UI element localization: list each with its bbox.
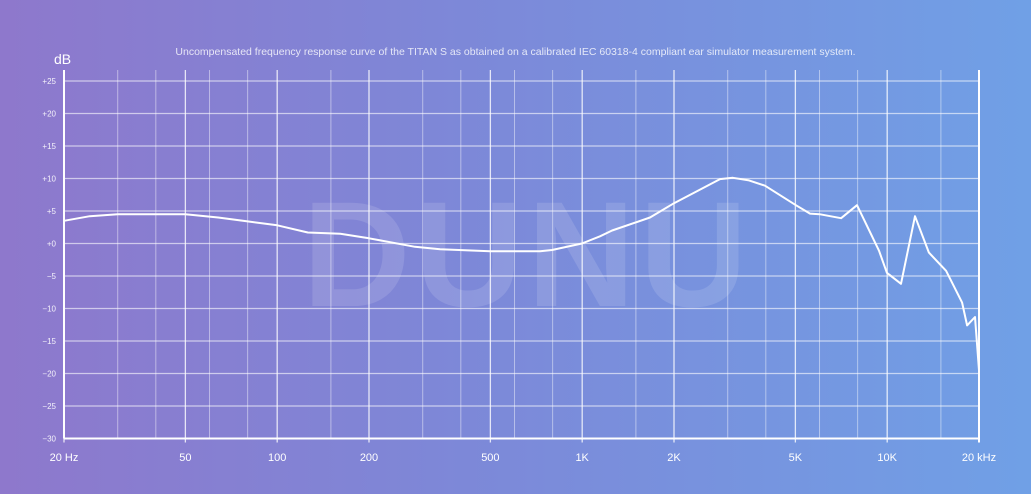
x-tick-label: 50: [179, 452, 191, 464]
y-tick-label: +20: [42, 110, 56, 119]
x-tick-label: 5K: [789, 452, 803, 464]
watermark-logo: DUNU: [302, 170, 751, 338]
y-tick-label: +15: [42, 142, 56, 151]
x-tick-label: 100: [268, 452, 286, 464]
y-tick-label: −15: [42, 337, 56, 346]
x-tick-label: 20 kHz: [962, 452, 996, 464]
y-tick-label: −25: [42, 402, 56, 411]
y-tick-label: −20: [42, 370, 56, 379]
y-tick-label: +10: [42, 175, 56, 184]
y-axis-label: dB: [54, 51, 72, 67]
x-tick-label: 20 Hz: [50, 452, 79, 464]
y-tick-label: +5: [47, 207, 57, 216]
chart-title: Uncompensated frequency response curve o…: [175, 46, 856, 58]
y-tick-label: −5: [47, 272, 57, 281]
x-tick-label: 10K: [877, 452, 897, 464]
y-tick-label: −30: [42, 435, 56, 444]
x-tick-label: 200: [360, 452, 378, 464]
x-tick-label: 2K: [667, 452, 681, 464]
y-tick-label: +0: [47, 240, 57, 249]
y-tick-label: −10: [42, 305, 56, 314]
y-tick-label: +25: [42, 77, 56, 86]
frequency-response-line: [63, 176, 980, 371]
x-tick-label: 1K: [575, 452, 589, 464]
x-tick-label: 500: [481, 452, 499, 464]
